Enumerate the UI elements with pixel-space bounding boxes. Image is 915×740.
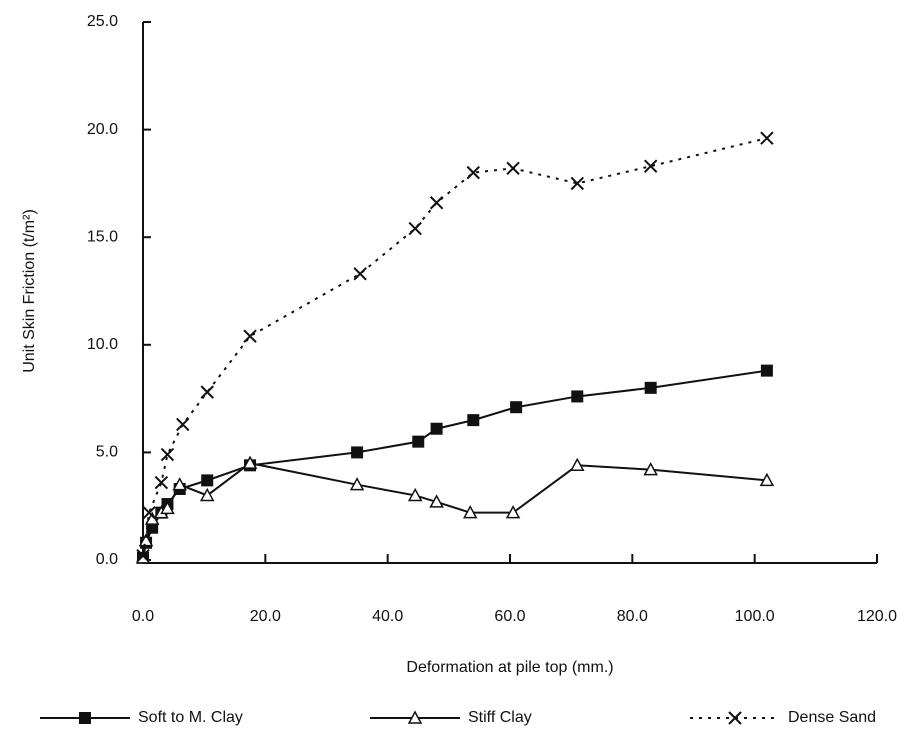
y-tick-label: 10.0 — [87, 336, 118, 353]
marker — [760, 131, 774, 145]
marker — [412, 435, 425, 448]
marker — [142, 505, 156, 520]
marker — [429, 196, 444, 210]
marker — [506, 161, 520, 176]
marker — [160, 447, 175, 462]
legend-marker — [79, 712, 91, 724]
marker — [349, 477, 365, 491]
series-line — [142, 369, 768, 559]
marker — [760, 364, 773, 377]
x-tick-label: 80.0 — [617, 608, 648, 625]
marker — [176, 417, 190, 432]
legend-marker — [728, 711, 742, 725]
legend-label: Soft to M. Clay — [138, 709, 243, 726]
marker — [429, 494, 444, 508]
marker — [407, 487, 423, 502]
marker — [199, 487, 215, 502]
marker — [571, 390, 584, 403]
marker — [643, 462, 658, 476]
marker — [136, 548, 150, 563]
y-tick-label: 20.0 — [87, 121, 118, 138]
y-tick-label: 15.0 — [87, 228, 118, 245]
legend-marker — [407, 710, 423, 724]
marker — [242, 455, 258, 469]
y-axis-title: Unit Skin Friction (t/m²) — [21, 209, 38, 373]
y-tick-label: 5.0 — [96, 444, 118, 461]
x-tick-label: 120.0 — [857, 608, 897, 625]
legend-label: Stiff Clay — [468, 709, 532, 726]
marker — [138, 533, 154, 547]
x-tick-label: 0.0 — [132, 608, 154, 625]
marker — [200, 385, 214, 399]
marker — [351, 446, 364, 459]
marker — [353, 267, 367, 281]
marker — [154, 475, 169, 490]
x-tick-label: 20.0 — [250, 608, 281, 625]
marker — [570, 457, 585, 472]
marker — [201, 474, 214, 487]
series-line — [142, 462, 767, 559]
marker — [172, 477, 187, 491]
marker — [759, 472, 775, 487]
marker — [408, 221, 422, 236]
marker — [643, 159, 658, 173]
marker — [510, 401, 523, 414]
series-line — [142, 137, 768, 556]
x-tick-label: 60.0 — [494, 608, 525, 625]
marker — [505, 505, 521, 519]
legend-label: Dense Sand — [788, 709, 876, 726]
x-tick-label: 100.0 — [735, 608, 775, 625]
marker — [466, 165, 481, 180]
marker — [430, 422, 443, 435]
marker — [467, 414, 480, 427]
marker — [160, 500, 175, 515]
marker — [644, 381, 657, 394]
y-tick-label: 0.0 — [96, 551, 118, 568]
y-tick-label: 25.0 — [87, 13, 118, 30]
marker — [243, 329, 257, 343]
marker — [570, 176, 584, 191]
marker — [462, 505, 478, 519]
x-tick-label: 40.0 — [372, 608, 403, 625]
x-axis-title: Deformation at pile top (mm.) — [406, 659, 613, 676]
